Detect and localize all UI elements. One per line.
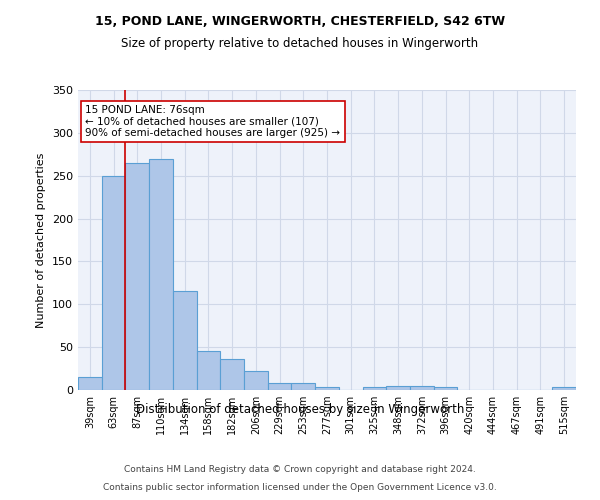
Y-axis label: Number of detached properties: Number of detached properties xyxy=(37,152,46,328)
Bar xyxy=(220,359,244,390)
Text: Contains public sector information licensed under the Open Government Licence v3: Contains public sector information licen… xyxy=(103,482,497,492)
Bar xyxy=(149,158,173,390)
Text: Contains HM Land Registry data © Crown copyright and database right 2024.: Contains HM Land Registry data © Crown c… xyxy=(124,465,476,474)
Bar xyxy=(125,163,149,390)
Bar xyxy=(410,386,434,390)
Bar xyxy=(244,371,268,390)
Text: Size of property relative to detached houses in Wingerworth: Size of property relative to detached ho… xyxy=(121,38,479,51)
Text: Distribution of detached houses by size in Wingerworth: Distribution of detached houses by size … xyxy=(136,402,464,415)
Bar xyxy=(292,383,315,390)
Bar xyxy=(197,352,220,390)
Bar xyxy=(434,388,457,390)
Bar xyxy=(552,388,576,390)
Bar xyxy=(386,386,410,390)
Bar xyxy=(102,176,125,390)
Text: 15, POND LANE, WINGERWORTH, CHESTERFIELD, S42 6TW: 15, POND LANE, WINGERWORTH, CHESTERFIELD… xyxy=(95,15,505,28)
Bar xyxy=(315,388,339,390)
Bar xyxy=(362,386,386,390)
Bar xyxy=(268,383,292,390)
Bar xyxy=(78,377,102,390)
Bar xyxy=(173,292,197,390)
Text: 15 POND LANE: 76sqm
← 10% of detached houses are smaller (107)
90% of semi-detac: 15 POND LANE: 76sqm ← 10% of detached ho… xyxy=(85,105,340,138)
